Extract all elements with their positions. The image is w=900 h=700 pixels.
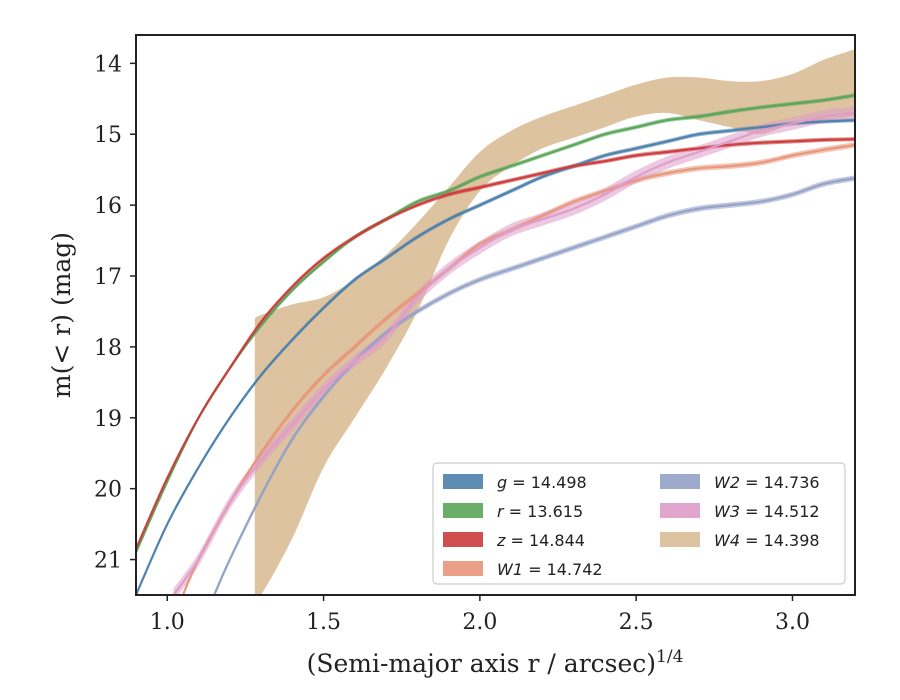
legend-swatch xyxy=(443,503,483,518)
x-tick-label: 2.0 xyxy=(462,610,497,635)
series-line-g xyxy=(136,119,855,595)
x-axis-label-exponent: 1/4 xyxy=(656,647,683,667)
x-axis-ticks: 1.0 1.5 2.0 2.5 3.0 xyxy=(150,595,810,635)
series-line-z xyxy=(136,138,855,550)
y-tick-label: 17 xyxy=(94,265,122,290)
legend-box xyxy=(432,462,846,585)
legend-label: r = 13.615 xyxy=(497,502,583,521)
legend-label: g = 14.498 xyxy=(497,473,587,492)
legend-swatch xyxy=(443,474,483,489)
x-axis-label: (Semi-major axis r / arcsec)1/4 xyxy=(307,647,684,678)
legend-label: W4 = 14.398 xyxy=(714,531,820,550)
legend-item-g: g = 14.498 xyxy=(443,473,587,492)
y-tick-label: 14 xyxy=(94,52,122,77)
y-axis-label: m(< r) (mag) xyxy=(47,232,76,398)
legend: g = 14.498 r = 13.615 z = 14.844 W1 = 14.74… xyxy=(432,462,846,585)
series-line-r xyxy=(136,94,855,553)
y-tick-label: 19 xyxy=(94,407,122,432)
x-tick-label: 2.5 xyxy=(619,610,654,635)
y-tick-label: 20 xyxy=(94,478,122,503)
legend-swatch xyxy=(443,561,483,576)
legend-item-r: r = 13.615 xyxy=(443,502,583,521)
y-tick-label: 16 xyxy=(94,194,122,219)
legend-item-w4: W4 = 14.398 xyxy=(660,531,820,550)
legend-swatch xyxy=(660,474,700,489)
legend-swatch xyxy=(660,532,700,547)
legend-items: g = 14.498 r = 13.615 z = 14.844 W1 = 14.74… xyxy=(443,473,820,579)
x-tick-label: 3.0 xyxy=(775,610,810,635)
legend-item-w2: W2 = 14.736 xyxy=(660,473,820,492)
series-line-w3 xyxy=(172,111,855,595)
y-axis-ticks: 14 15 16 17 18 19 20 21 xyxy=(94,52,136,574)
legend-item-w1: W1 = 14.742 xyxy=(443,560,603,579)
y-tick-label: 21 xyxy=(94,549,122,574)
legend-item-z: z = 14.844 xyxy=(443,531,585,550)
legend-label: z = 14.844 xyxy=(496,531,585,550)
legend-item-w3: W3 = 14.512 xyxy=(660,502,820,521)
y-tick-label: 18 xyxy=(94,336,122,361)
series-lines xyxy=(136,94,855,595)
legend-swatch xyxy=(660,503,700,518)
legend-swatch xyxy=(443,532,483,547)
series-band-w2 xyxy=(214,175,855,595)
x-tick-label: 1.5 xyxy=(306,610,341,635)
legend-label: W1 = 14.742 xyxy=(497,560,603,579)
y-tick-label: 15 xyxy=(94,123,122,148)
plot-frame xyxy=(135,34,856,596)
legend-label: W2 = 14.736 xyxy=(714,473,820,492)
series-line-w2 xyxy=(213,177,855,595)
x-tick-label: 1.0 xyxy=(150,610,185,635)
legend-label: W3 = 14.512 xyxy=(714,502,820,521)
